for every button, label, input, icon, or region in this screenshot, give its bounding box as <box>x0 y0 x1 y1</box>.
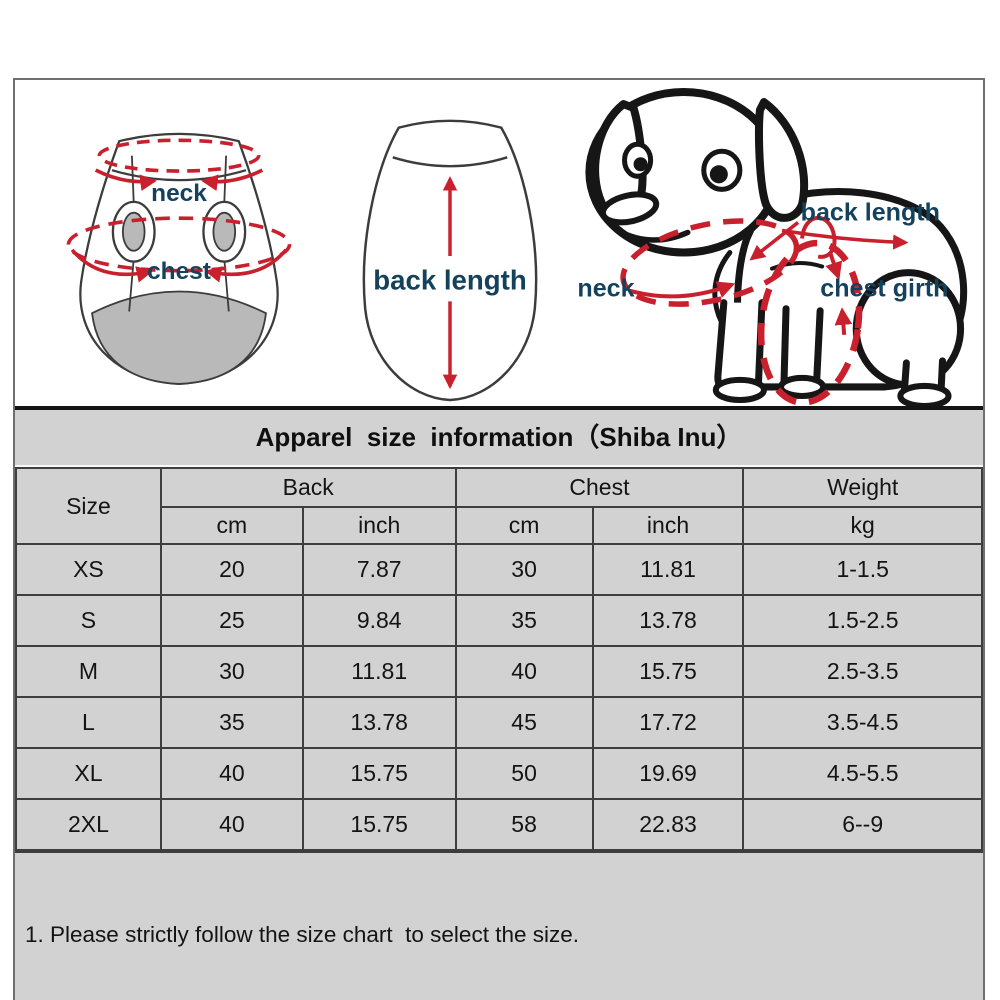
header-back-cm: cm <box>159 506 304 545</box>
vest-belly-panel <box>91 290 267 385</box>
header-chest-cm: cm <box>454 506 594 545</box>
value-cell: 13.78 <box>591 594 745 647</box>
dog-eye-left-pupil <box>633 157 648 172</box>
dog-front-paw-near <box>712 376 767 403</box>
value-cell: 45 <box>454 696 594 749</box>
value-cell: 15.75 <box>301 747 457 800</box>
dog-front-paw-far <box>778 374 827 399</box>
dog-neck-label: neck <box>577 275 634 303</box>
value-cell: 25 <box>159 594 304 647</box>
table-row: XL 40 15.75 50 19.69 4.5-5.5 <box>15 747 983 800</box>
armhole-left-inner <box>121 211 146 252</box>
header-back-inch: inch <box>301 506 457 545</box>
header-weight: Weight <box>742 467 983 508</box>
dog-chest-measure-ellipse <box>757 239 863 406</box>
content-frame: neck chest back length <box>13 78 985 1000</box>
value-cell: 15.75 <box>301 798 457 851</box>
value-cell: 30 <box>454 543 594 596</box>
header-size: Size <box>15 467 162 545</box>
header-weight-kg: kg <box>742 506 983 545</box>
dog-chest-fur <box>712 250 733 326</box>
size-cell: M <box>15 645 162 698</box>
value-cell: 20 <box>159 543 304 596</box>
vest-collar-line <box>111 169 247 182</box>
neck-arrow-left <box>94 168 157 191</box>
value-cell: 2.5-3.5 <box>742 645 983 698</box>
size-cell: XL <box>15 747 162 800</box>
dog-nose <box>599 191 660 226</box>
neck-arrow-right <box>201 168 264 191</box>
back-garment-outline <box>362 119 538 402</box>
value-cell: 11.81 <box>591 543 745 596</box>
dog-eye-right-pupil <box>709 165 728 184</box>
size-table: Size Back Chest Weight cm inch cm inch k… <box>15 467 983 851</box>
notes-section: 1. Please strictly follow the size chart… <box>15 851 983 1000</box>
size-cell: XS <box>15 543 162 596</box>
dog-chest-girth-label: chest girth <box>820 275 948 303</box>
value-cell: 9.84 <box>301 594 457 647</box>
dog-chest-arrow-up <box>834 307 853 335</box>
value-cell: 13.78 <box>301 696 457 749</box>
garment-front-diagram: neck chest <box>66 132 292 386</box>
note-line: 1. Please strictly follow the size chart… <box>25 922 579 947</box>
chest-label: chest <box>147 258 211 285</box>
value-cell: 4.5-5.5 <box>742 747 983 800</box>
value-cell: 6--9 <box>742 798 983 851</box>
table-row: S 25 9.84 35 13.78 1.5-2.5 <box>15 594 983 647</box>
table-row: M 30 11.81 40 15.75 2.5-3.5 <box>15 645 983 698</box>
size-cell: 2XL <box>15 798 162 851</box>
neck-label: neck <box>151 180 207 207</box>
chest-arrow-right <box>204 248 288 283</box>
table-row: 2XL 40 15.75 58 22.83 6--9 <box>15 798 983 851</box>
header-back: Back <box>159 467 457 508</box>
dog-back-length-label: back length <box>801 198 940 226</box>
size-cell: S <box>15 594 162 647</box>
value-cell: 11.81 <box>301 645 457 698</box>
table-title: Apparel size information（Shiba Inu） <box>15 406 983 467</box>
header-chest: Chest <box>454 467 745 508</box>
value-cell: 17.72 <box>591 696 745 749</box>
header-chest-inch: inch <box>591 506 745 545</box>
measurement-diagrams: neck chest back length <box>15 80 983 406</box>
vest-seam <box>128 155 230 312</box>
dog-illustration: neck back length chest girth <box>577 88 968 406</box>
value-cell: 3.5-4.5 <box>742 696 983 749</box>
chest-arrow-left <box>70 248 154 283</box>
value-cell: 1-1.5 <box>742 543 983 596</box>
size-cell: L <box>15 696 162 749</box>
neck-measure-ellipse <box>97 138 261 173</box>
value-cell: 40 <box>159 798 304 851</box>
dog-back-length-arrow-right <box>781 228 909 250</box>
back-collar-line <box>392 156 508 168</box>
dog-mouth <box>614 227 691 243</box>
garment-back-diagram: back length <box>362 119 538 402</box>
value-cell: 35 <box>159 696 304 749</box>
value-cell: 40 <box>454 645 594 698</box>
dog-ear-right <box>755 98 809 222</box>
size-table-body: XS 20 7.87 30 11.81 1-1.5 S 25 9.84 35 13.78 1.5-2.… <box>15 543 983 851</box>
dog-neck-arrow <box>629 281 736 299</box>
value-cell: 22.83 <box>591 798 745 851</box>
value-cell: 15.75 <box>591 645 745 698</box>
dog-shoulder-line <box>769 261 825 271</box>
dog-hind-paw <box>897 382 952 406</box>
dog-back-length-arrow-left <box>749 221 800 261</box>
value-cell: 19.69 <box>591 747 745 800</box>
dog-chest-arrow-down <box>825 251 843 280</box>
value-cell: 7.87 <box>301 543 457 596</box>
dog-neck-measure-ellipse <box>620 218 800 307</box>
value-cell: 40 <box>159 747 304 800</box>
back-length-label: back length <box>373 265 526 296</box>
table-row: L 35 13.78 45 17.72 3.5-4.5 <box>15 696 983 749</box>
value-cell: 35 <box>454 594 594 647</box>
value-cell: 30 <box>159 645 304 698</box>
table-row: XS 20 7.87 30 11.81 1-1.5 <box>15 543 983 596</box>
value-cell: 1.5-2.5 <box>742 594 983 647</box>
value-cell: 50 <box>454 747 594 800</box>
chest-measure-ellipse <box>66 216 292 273</box>
value-cell: 58 <box>454 798 594 851</box>
